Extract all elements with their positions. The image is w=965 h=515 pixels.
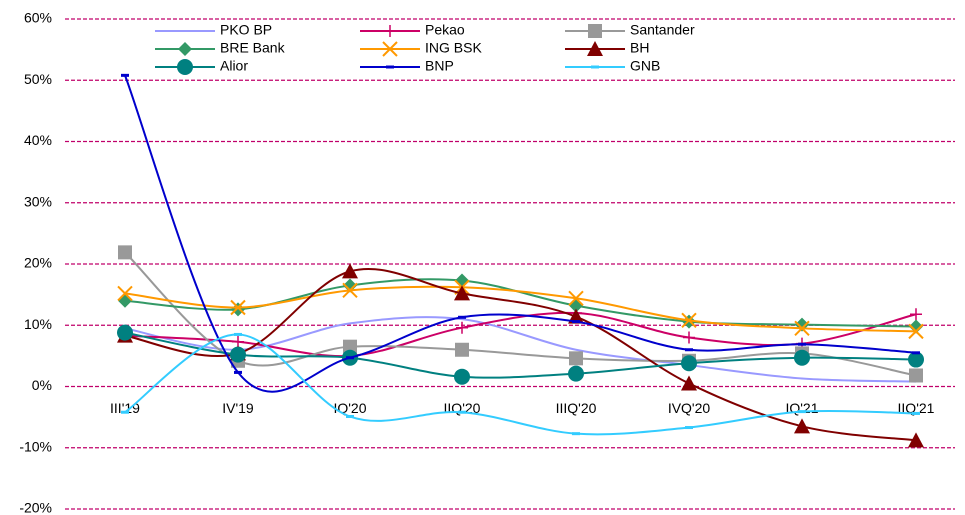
legend-item: BH	[565, 40, 649, 56]
legend-label: Santander	[630, 22, 695, 38]
series	[117, 279, 924, 340]
marker	[231, 302, 245, 317]
legend-label: GNB	[630, 58, 660, 74]
marker	[178, 42, 192, 56]
marker	[908, 323, 924, 340]
series	[121, 332, 920, 436]
marker	[568, 290, 584, 307]
legend-label: Pekao	[425, 22, 465, 38]
y-tick-label: 60%	[24, 10, 52, 26]
marker	[681, 355, 697, 372]
y-tick-label: -20%	[19, 500, 52, 515]
marker	[568, 365, 584, 382]
y-tick-label: 50%	[24, 71, 52, 87]
marker	[798, 342, 806, 346]
marker	[343, 339, 357, 354]
y-tick-label: 40%	[24, 132, 52, 148]
marker	[346, 356, 354, 360]
marker	[798, 410, 806, 414]
marker	[456, 321, 468, 334]
marker	[234, 332, 242, 336]
marker	[569, 351, 583, 366]
marker	[342, 282, 358, 299]
marker	[121, 410, 129, 414]
series	[117, 324, 924, 385]
marker	[117, 324, 133, 341]
marker	[912, 411, 920, 415]
x-tick-label: III'19	[110, 400, 140, 416]
line	[124, 331, 917, 379]
marker	[121, 73, 129, 77]
marker	[794, 418, 810, 434]
marker	[794, 349, 810, 366]
marker	[458, 410, 466, 414]
y-tick-label: 30%	[24, 193, 52, 209]
marker	[912, 351, 920, 355]
x-tick-label: IQ'21	[785, 400, 818, 416]
x-tick-label: IV'19	[222, 400, 254, 416]
line	[124, 267, 917, 442]
legend-label: BH	[630, 40, 649, 56]
legend-label: Alior	[220, 58, 248, 74]
marker	[909, 319, 923, 334]
marker	[591, 65, 599, 69]
marker	[909, 368, 923, 383]
marker	[455, 342, 469, 357]
legend-item: Pekao	[360, 22, 465, 38]
marker	[346, 415, 354, 419]
marker	[568, 308, 584, 324]
x-tick-label: IQ'20	[333, 400, 366, 416]
marker	[588, 24, 602, 38]
marker	[384, 25, 396, 37]
marker	[572, 432, 580, 436]
legend-item: Santander	[565, 22, 695, 38]
marker	[681, 375, 697, 391]
marker	[908, 351, 924, 368]
marker	[117, 285, 133, 302]
legend-item: Alior	[155, 58, 248, 75]
marker	[458, 315, 466, 319]
marker	[794, 320, 810, 337]
marker	[910, 308, 922, 321]
marker	[685, 348, 693, 352]
marker	[908, 432, 924, 448]
marker	[118, 245, 132, 260]
legend-item: GNB	[565, 58, 660, 74]
legend-label: BRE Bank	[220, 40, 286, 56]
marker	[230, 299, 246, 316]
marker	[230, 346, 246, 363]
legend-label: PKO BP	[220, 22, 272, 38]
marker	[454, 368, 470, 385]
line	[124, 74, 917, 393]
marker	[386, 65, 394, 69]
legend-item: BRE Bank	[155, 40, 286, 56]
marker	[683, 331, 695, 344]
marker	[681, 312, 697, 329]
marker	[685, 426, 693, 430]
marker	[234, 370, 242, 374]
marker	[382, 41, 398, 57]
legend-label: ING BSK	[425, 40, 482, 56]
marker	[177, 59, 193, 75]
y-tick-label: 0%	[32, 377, 52, 393]
x-tick-label: IVQ'20	[668, 400, 711, 416]
y-tick-label: 10%	[24, 316, 52, 332]
legend-item: BNP	[360, 58, 454, 74]
marker	[118, 293, 132, 308]
marker	[343, 278, 357, 293]
y-tick-label: -10%	[19, 438, 52, 454]
series	[121, 73, 920, 393]
marker	[572, 320, 580, 324]
line	[124, 285, 917, 333]
marker	[342, 263, 358, 279]
legend-label: BNP	[425, 58, 454, 74]
legend-item: PKO BP	[155, 22, 272, 38]
legend-item: ING BSK	[360, 40, 482, 57]
marker	[587, 41, 603, 56]
marker	[454, 285, 470, 301]
x-tick-label: IIIQ'20	[556, 400, 597, 416]
y-tick-label: 20%	[24, 255, 52, 271]
